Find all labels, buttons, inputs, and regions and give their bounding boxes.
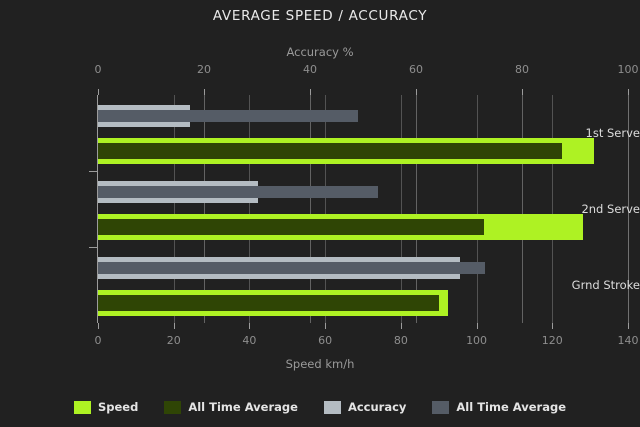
bottom-axis-tick-mark [400,323,402,329]
bottom-axis-tick-label: 40 [242,334,257,347]
bar-speed-all-time-average [98,143,563,159]
legend-item[interactable]: Accuracy [323,400,407,414]
bar-accuracy-all-time-average [98,262,485,274]
chart-legend: Speed All Time Average Accuracy All Time Av… [0,396,640,418]
gridline-accuracy [204,95,205,323]
bottom-axis-tick-label: 60 [318,334,333,347]
top-axis-tick-mark [98,89,99,95]
top-axis-tick-mark [204,89,205,95]
bottom-axis-tick-mark [249,323,251,329]
legend-label: Speed [97,400,139,414]
y-axis-spine [97,95,98,323]
bottom-axis-tick-mark [173,323,175,329]
bottom-axis-tick-mark [552,323,554,329]
bottom-axis-tick-label: 120 [541,334,563,347]
bottom-axis-title: Speed km/h [285,357,355,371]
top-axis-tick-label: 100 [617,63,639,76]
top-axis-tick-mark [310,89,311,95]
y-axis-label-1st-serve: 1st Serve [585,126,640,140]
gridline-speed [400,95,402,323]
legend-label: Accuracy [347,400,407,414]
bottom-axis-tick-label: 20 [166,334,181,347]
y-axis-tick-mark [89,247,97,248]
bottom-axis-tick-mark [325,323,327,329]
gridline-accuracy [310,95,311,323]
legend-item[interactable]: Speed [73,400,139,414]
gridline-accuracy [416,95,417,323]
color-swatch-icon [164,400,182,414]
top-axis-tick-label: 0 [94,63,102,76]
bottom-axis-tick-mark [476,323,478,329]
gridline-speed [628,95,629,323]
bottom-axis-tick-label: 0 [94,334,102,347]
gridline-speed [552,95,554,323]
gridline-accuracy [522,95,523,323]
top-axis-title: Accuracy % [286,45,354,59]
bar-accuracy-all-time-average [98,110,358,122]
gridline-speed [249,95,251,323]
bar-accuracy-all-time-average [98,186,378,198]
color-swatch-icon [73,400,91,414]
y-axis-label-2nd-serve: 2nd Serve [581,202,640,216]
legend-item[interactable]: All Time Average [432,400,566,414]
bottom-axis-tick-label: 140 [617,334,639,347]
bottom-axis-tick-mark [628,323,629,329]
top-axis-tick-label: 80 [515,63,529,76]
y-axis-tick-mark [89,171,97,172]
bottom-axis-tick-label: 100 [466,334,488,347]
top-axis-tick-label: 40 [303,63,317,76]
top-axis-tick-label: 20 [197,63,211,76]
bar-speed-all-time-average [98,295,439,311]
top-axis-tick-label: 60 [409,63,423,76]
color-swatch-icon [432,400,450,414]
top-axis-tick-labels: 0 20 40 60 80 100 [0,63,640,77]
gridline-speed [476,95,478,323]
legend-label: All Time Average [456,400,567,414]
y-axis-label-grnd-stroke: Grnd Stroke [571,278,640,292]
top-axis-tick-mark [522,89,523,95]
bottom-axis-tick-label: 80 [393,334,408,347]
top-axis-tick-mark [416,89,417,95]
bar-speed-all-time-average [98,219,485,235]
plot-area [98,95,629,323]
gridline-speed [173,95,175,323]
legend-label: All Time Average [188,400,298,414]
color-swatch-icon [323,400,341,414]
chart-title: AVERAGE SPEED / ACCURACY [212,8,428,24]
legend-item[interactable]: All Time Average [164,400,298,414]
top-axis-tick-mark [628,89,629,95]
bottom-axis-tick-mark [98,323,99,329]
gridline-speed [325,95,327,323]
bottom-axis-tick-labels: 0 20 40 60 80 100 120 140 [0,334,640,348]
